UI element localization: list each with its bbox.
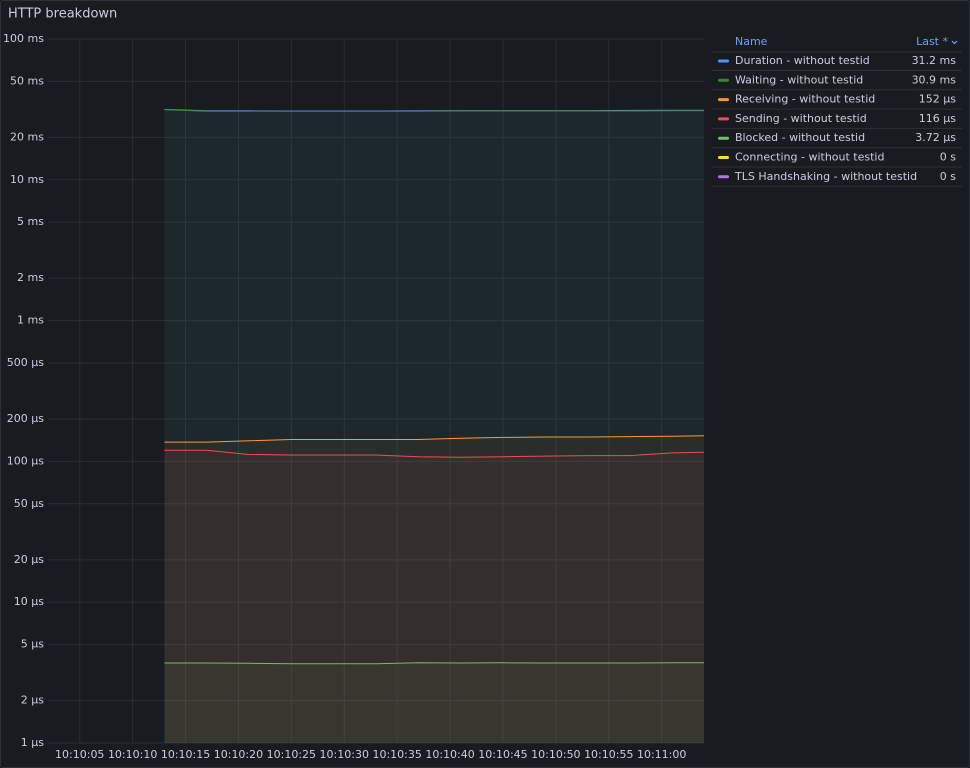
x-tick-label: 10:10:55 <box>584 748 633 761</box>
x-tick-label: 10:10:35 <box>372 748 421 761</box>
x-tick-label: 10:10:25 <box>267 748 316 761</box>
y-tick-label: 20 ms <box>10 130 44 143</box>
legend-swatch[interactable] <box>718 117 729 121</box>
legend-last[interactable]: 30.9 ms <box>912 73 957 86</box>
y-tick-label: 50 ms <box>10 74 44 87</box>
series-line <box>164 109 704 112</box>
y-tick-label: 10 ms <box>10 173 44 186</box>
series-area <box>164 662 704 743</box>
y-tick-label: 50 µs <box>14 497 44 510</box>
x-tick-label: 10:10:45 <box>478 748 527 761</box>
legend-last[interactable]: 152 µs <box>919 93 956 106</box>
legend-swatch[interactable] <box>718 59 729 63</box>
series-area <box>164 109 704 744</box>
x-tick-label: 10:11:00 <box>637 748 686 761</box>
y-tick-label: 1 µs <box>21 736 44 749</box>
legend-last[interactable]: 116 µs <box>919 112 956 125</box>
y-tick-label: 10 µs <box>14 595 44 608</box>
x-tick-label: 10:10:40 <box>425 748 474 761</box>
series-line <box>164 449 705 458</box>
legend-last[interactable]: 0 s <box>940 170 956 183</box>
series-area <box>164 435 704 743</box>
legend-swatch[interactable] <box>718 175 729 179</box>
legend-swatch[interactable] <box>718 78 729 82</box>
y-tick-label: 100 ms <box>3 32 44 45</box>
legend-name[interactable]: Connecting - without testid <box>735 151 884 164</box>
legend-header-name[interactable]: Name <box>735 35 768 48</box>
y-tick-label: 2 µs <box>21 694 44 707</box>
legend-name[interactable]: Duration - without testid <box>735 54 870 67</box>
x-tick-label: 10:10:20 <box>214 748 263 761</box>
y-tick-label: 2 ms <box>17 271 44 284</box>
y-tick-label: 20 µs <box>14 553 44 566</box>
legend[interactable]: Name Last * Duration - without testid 31.… <box>712 35 962 187</box>
y-tick-label: 5 ms <box>17 215 44 228</box>
x-tick-label: 10:10:15 <box>161 748 210 761</box>
legend-swatch[interactable] <box>718 136 729 140</box>
legend-last[interactable]: 3.72 µs <box>915 131 956 144</box>
sort-chevron <box>951 40 958 45</box>
y-tick-label: 5 µs <box>21 638 44 651</box>
legend-header-last[interactable]: Last * <box>916 35 948 48</box>
y-tick-label: 100 µs <box>7 454 44 467</box>
panel-title: HTTP breakdown <box>8 7 117 22</box>
legend-name[interactable]: Blocked - without testid <box>735 131 865 144</box>
legend-last[interactable]: 31.2 ms <box>912 54 957 67</box>
series-line <box>164 662 704 665</box>
legend-name[interactable]: TLS Handshaking - without testid <box>734 170 917 183</box>
legend-swatch[interactable] <box>718 98 729 102</box>
series-area <box>164 109 704 743</box>
legend-swatch[interactable] <box>718 156 729 159</box>
x-tick-label: 10:10:30 <box>320 748 369 761</box>
legend-name[interactable]: Waiting - without testid <box>735 73 863 86</box>
y-tick-label: 1 ms <box>17 314 44 327</box>
y-tick-label: 500 µs <box>7 356 44 369</box>
x-tick-label: 10:10:10 <box>108 748 157 761</box>
legend-name[interactable]: Sending - without testid <box>735 112 867 125</box>
x-tick-label: 10:10:05 <box>55 748 104 761</box>
plot: 1 µs 2 µs 5 µs 10 µs 20 µs 50 µs 100 µs 200 µs 5… <box>3 32 705 761</box>
series-area <box>164 450 704 743</box>
x-tick-label: 10:10:50 <box>531 748 580 761</box>
y-tick-label: 200 µs <box>7 412 44 425</box>
series-line <box>164 435 705 443</box>
legend-name[interactable]: Receiving - without testid <box>735 93 875 106</box>
legend-last[interactable]: 0 s <box>940 151 956 164</box>
